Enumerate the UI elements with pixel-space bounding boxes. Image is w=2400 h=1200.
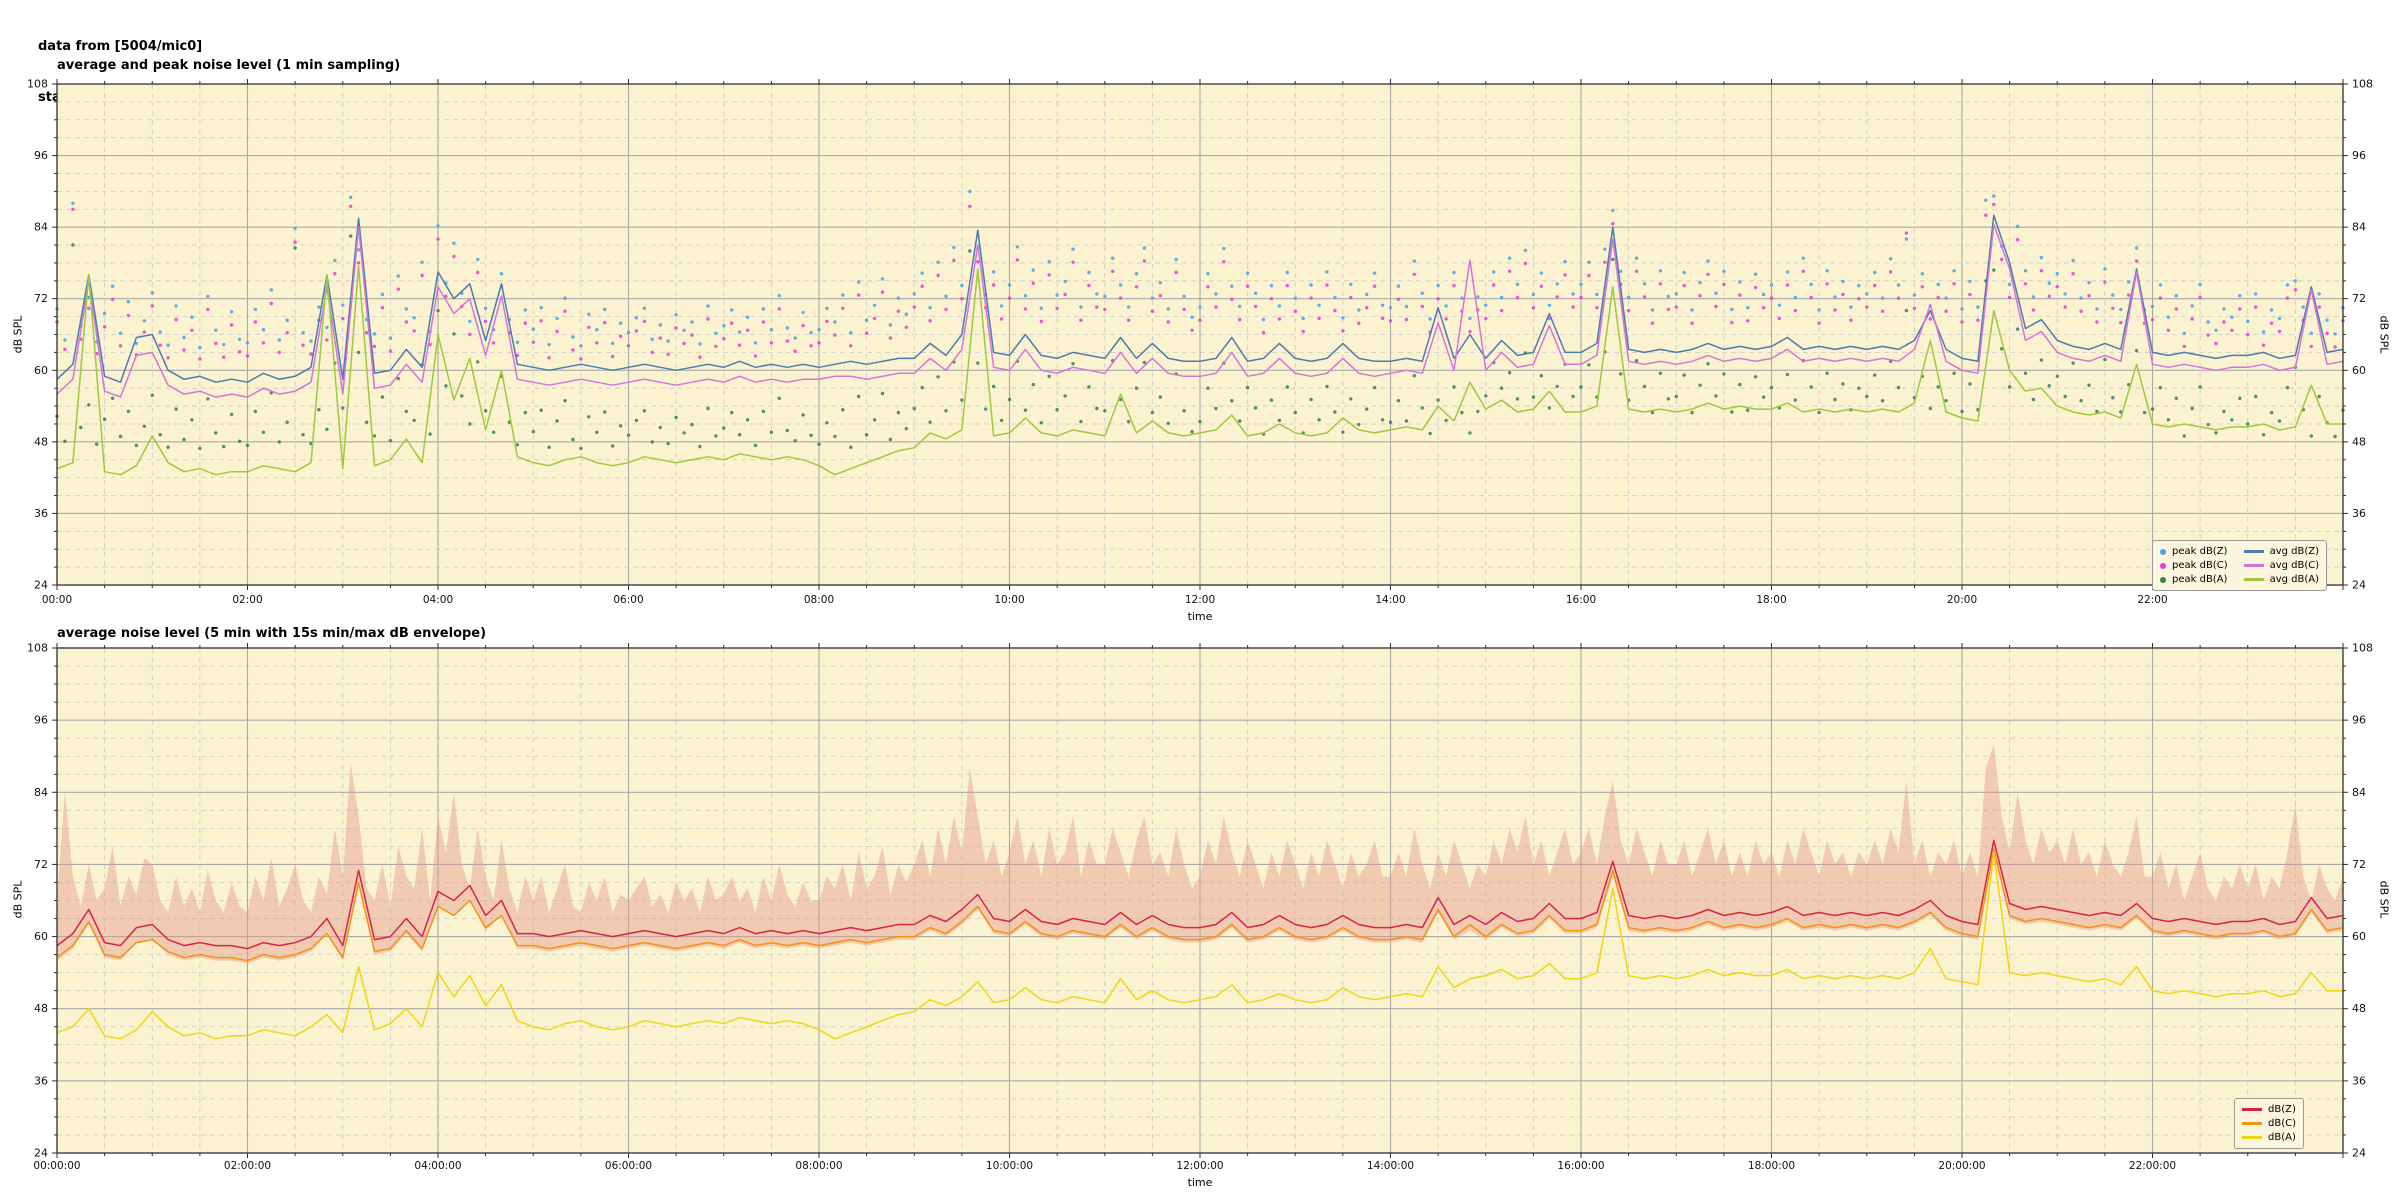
legend-top-plot: peak dB(Z) peak dB(C) peak dB(A) avg dB(Z) a…	[2152, 540, 2328, 591]
svg-text:72: 72	[2352, 858, 2366, 871]
svg-text:06:00:00: 06:00:00	[605, 1160, 652, 1172]
svg-text:84: 84	[34, 786, 48, 799]
legend-dot-marker	[2160, 562, 2166, 569]
svg-text:48: 48	[2352, 1002, 2366, 1015]
legend-entry-label: dB(C)	[2268, 1118, 2296, 1129]
legend-entry: peak dB(Z)	[2160, 545, 2228, 558]
svg-text:108: 108	[2352, 642, 2373, 655]
svg-text:48: 48	[2352, 435, 2366, 448]
svg-text:22:00:00: 22:00:00	[2129, 1160, 2176, 1172]
svg-text:06:00: 06:00	[613, 594, 643, 606]
svg-text:84: 84	[2352, 221, 2366, 234]
svg-text:04:00:00: 04:00:00	[414, 1160, 461, 1172]
svg-text:16:00: 16:00	[1566, 594, 1596, 606]
legend-entry: dB(Z)	[2242, 1103, 2296, 1116]
svg-text:10:00: 10:00	[994, 594, 1024, 606]
legend-line-marker	[2242, 1122, 2262, 1125]
top-plot-title: average and peak noise level (1 min samp…	[57, 58, 401, 73]
legend-entry-label: avg dB(C)	[2269, 560, 2320, 571]
svg-text:24: 24	[2352, 579, 2366, 592]
svg-text:12:00:00: 12:00:00	[1176, 1160, 1223, 1172]
legend-entry: dB(C)	[2242, 1117, 2296, 1130]
svg-text:14:00:00: 14:00:00	[1367, 1160, 1414, 1172]
svg-text:84: 84	[2352, 786, 2366, 799]
svg-text:48: 48	[34, 435, 48, 448]
top-plot-ylabel-right: dB SPL	[2377, 315, 2391, 354]
legend-entry-label: peak dB(Z)	[2172, 546, 2228, 557]
legend-line-marker	[2242, 1108, 2262, 1111]
svg-text:96: 96	[34, 714, 48, 727]
legend-entry: avg dB(Z)	[2243, 545, 2320, 558]
svg-text:00:00:00: 00:00:00	[33, 1160, 80, 1172]
svg-text:36: 36	[2352, 507, 2366, 520]
svg-text:22:00: 22:00	[2137, 594, 2167, 606]
svg-text:108: 108	[2352, 78, 2373, 91]
svg-text:18:00:00: 18:00:00	[1748, 1160, 1795, 1172]
legend-entry: peak dB(A)	[2160, 573, 2228, 586]
legend-entry-label: peak dB(C)	[2172, 560, 2228, 571]
svg-text:96: 96	[2352, 149, 2366, 162]
legend-entry: avg dB(A)	[2243, 573, 2320, 586]
legend-line-marker	[2243, 578, 2264, 581]
svg-text:02:00: 02:00	[232, 594, 262, 606]
svg-text:04:00: 04:00	[423, 594, 453, 606]
legend-entry: avg dB(C)	[2243, 559, 2320, 572]
legend-bottom-plot: dB(Z) dB(C) dB(A)	[2234, 1098, 2304, 1149]
svg-text:16:00:00: 16:00:00	[1557, 1160, 1604, 1172]
svg-text:02:00:00: 02:00:00	[224, 1160, 271, 1172]
svg-text:24: 24	[34, 1147, 48, 1160]
svg-text:72: 72	[34, 858, 48, 871]
svg-text:36: 36	[34, 1074, 48, 1087]
legend-line-marker	[2243, 550, 2264, 553]
top-plot-xlabel: time	[1187, 610, 1213, 623]
svg-text:96: 96	[34, 149, 48, 162]
svg-text:20:00:00: 20:00:00	[1938, 1160, 1985, 1172]
legend-dot-marker	[2160, 576, 2166, 583]
svg-text:14:00: 14:00	[1375, 594, 1405, 606]
bottom-plot-title: average noise level (5 min with 15s min/…	[57, 626, 487, 641]
svg-text:24: 24	[34, 579, 48, 592]
legend-entry: peak dB(C)	[2160, 559, 2228, 572]
svg-text:60: 60	[2352, 364, 2366, 377]
legend-dot-marker	[2160, 548, 2166, 555]
legend-line-marker	[2242, 1136, 2262, 1139]
svg-text:00:00: 00:00	[42, 594, 72, 606]
legend-entry-label: avg dB(A)	[2269, 574, 2320, 585]
bottom-plot-ylabel-right: dB SPL	[2377, 880, 2391, 919]
svg-text:60: 60	[34, 364, 48, 377]
bottom-plot-ylabel-left: dB SPL	[11, 880, 25, 919]
legend-line-marker	[2243, 564, 2264, 567]
svg-text:48: 48	[34, 1002, 48, 1015]
legend-entry: dB(A)	[2242, 1131, 2296, 1144]
svg-text:108: 108	[27, 642, 48, 655]
svg-text:10:00:00: 10:00:00	[986, 1160, 1033, 1172]
svg-text:96: 96	[2352, 714, 2366, 727]
bottom-plot-xlabel: time	[1187, 1176, 1213, 1189]
svg-text:36: 36	[2352, 1074, 2366, 1087]
svg-text:24: 24	[2352, 1147, 2366, 1160]
legend-entry-label: dB(Z)	[2268, 1104, 2296, 1115]
legend-entry-label: peak dB(A)	[2172, 574, 2228, 585]
svg-text:08:00:00: 08:00:00	[795, 1160, 842, 1172]
svg-text:36: 36	[34, 507, 48, 520]
header-line-1: data from [5004/mic0]	[38, 39, 203, 54]
svg-text:20:00: 20:00	[1947, 594, 1977, 606]
top-plot-ylabel-left: dB SPL	[11, 315, 25, 354]
svg-text:108: 108	[27, 78, 48, 91]
svg-text:72: 72	[2352, 292, 2366, 305]
legend-entry-label: avg dB(Z)	[2269, 546, 2320, 557]
svg-text:08:00: 08:00	[804, 594, 834, 606]
svg-text:18:00: 18:00	[1756, 594, 1786, 606]
svg-text:60: 60	[34, 930, 48, 943]
svg-text:72: 72	[34, 292, 48, 305]
svg-text:60: 60	[2352, 930, 2366, 943]
svg-text:12:00: 12:00	[1185, 594, 1215, 606]
legend-entry-label: dB(A)	[2268, 1132, 2296, 1143]
svg-text:84: 84	[34, 221, 48, 234]
